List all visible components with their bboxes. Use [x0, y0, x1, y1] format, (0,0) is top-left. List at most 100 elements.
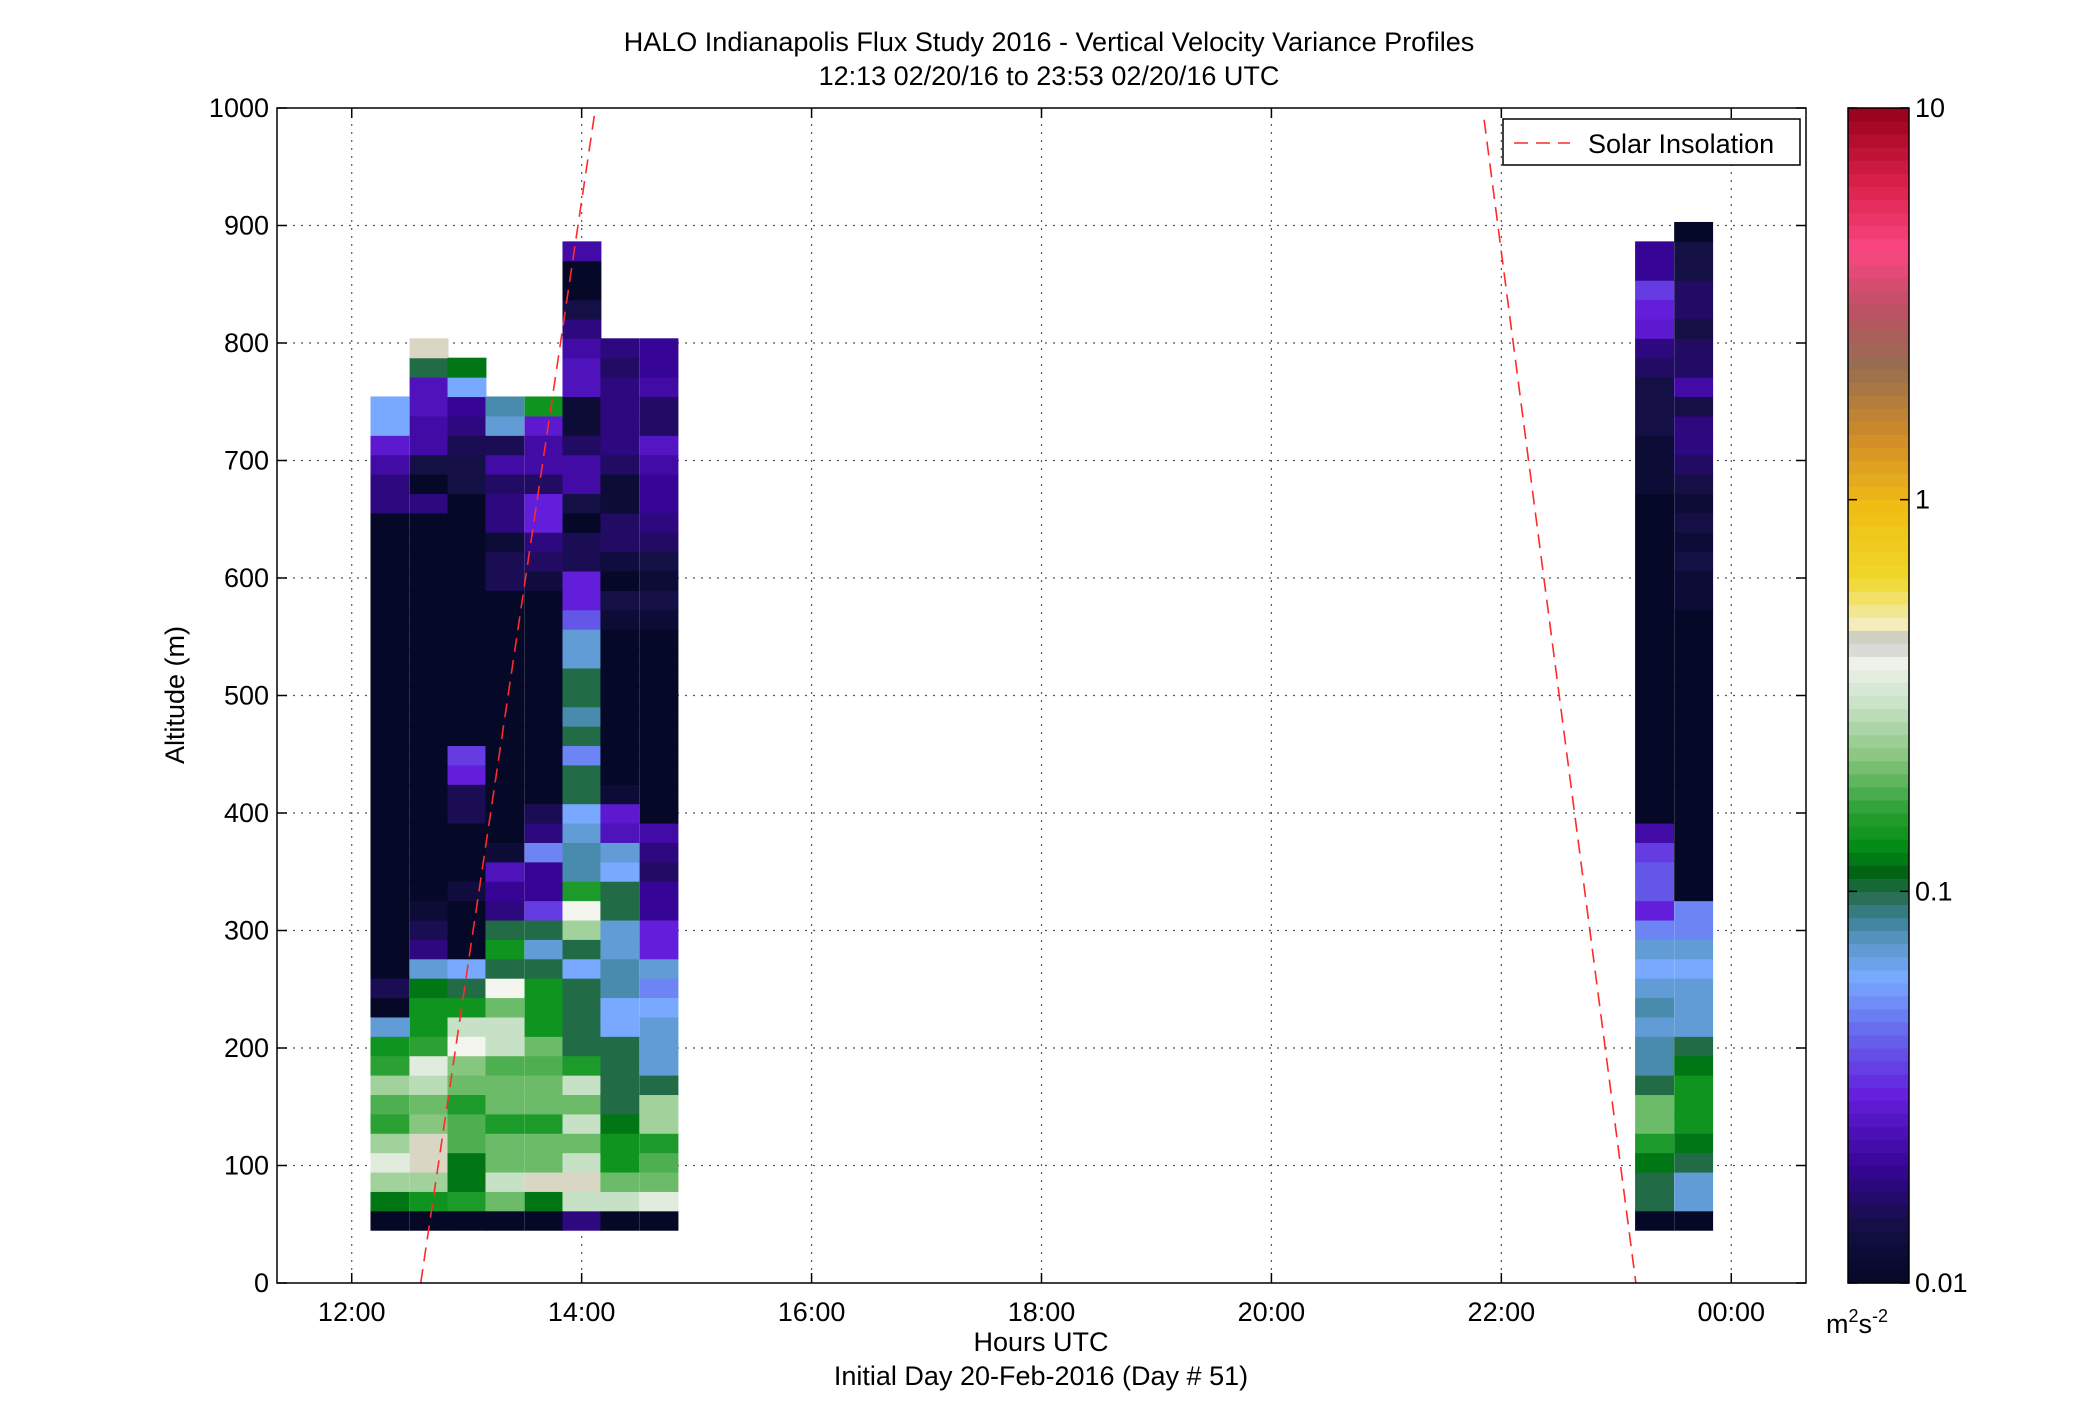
- heatmap-cell: [409, 842, 449, 863]
- colorbar-segment: [1848, 121, 1909, 135]
- colorbar-segment: [1848, 173, 1909, 187]
- heatmap-cell: [639, 900, 679, 921]
- heatmap-cell: [1674, 881, 1714, 902]
- heatmap-cell: [370, 1210, 410, 1231]
- heatmap-cell: [600, 958, 640, 979]
- solar-insolation-line: [1483, 119, 1637, 1284]
- heatmap-cell: [409, 609, 449, 630]
- heatmap-cell: [447, 726, 487, 747]
- colorbar-segment: [1848, 486, 1909, 501]
- heatmap-cell: [639, 551, 679, 572]
- y-axis-label: Altitude (m): [160, 626, 190, 764]
- heatmap-cell: [562, 415, 602, 436]
- colorbar-segment: [1848, 982, 1909, 997]
- heatmap-cell: [562, 667, 602, 688]
- heatmap-cell: [524, 629, 564, 650]
- heatmap-cell: [1674, 784, 1714, 805]
- colorbar-segment: [1848, 969, 1909, 984]
- heatmap-cell: [1635, 978, 1675, 999]
- heatmap-cell: [639, 978, 679, 999]
- colorbar-segment: [1848, 225, 1909, 240]
- heatmap-cell: [524, 1210, 564, 1231]
- heatmap-cell: [485, 570, 525, 591]
- heatmap-cell: [639, 454, 679, 475]
- heatmap-cell: [524, 493, 564, 514]
- heatmap-cell: [562, 1036, 602, 1057]
- heatmap-cell: [485, 1191, 525, 1212]
- heatmap-cell: [1635, 1113, 1675, 1134]
- heatmap-cell: [524, 1191, 564, 1212]
- heatmap-cell: [447, 842, 487, 863]
- heatmap-cell: [1635, 745, 1675, 766]
- heatmap-cell: [600, 1191, 640, 1212]
- heatmap-cell: [370, 745, 410, 766]
- colorbar-segment: [1848, 826, 1909, 840]
- heatmap-cells: [370, 221, 1714, 1231]
- heatmap-cell: [600, 1171, 640, 1192]
- heatmap-cell: [409, 803, 449, 824]
- heatmap-cell: [562, 687, 602, 708]
- heatmap-cell: [562, 803, 602, 824]
- heatmap-cell: [485, 842, 525, 863]
- heatmap-cell: [562, 1016, 602, 1037]
- heatmap-cell: [1635, 784, 1675, 805]
- colorbar-segment: [1848, 799, 1909, 814]
- heatmap-cell: [600, 978, 640, 999]
- colorbar-segment: [1848, 186, 1909, 200]
- heatmap-cell: [370, 474, 410, 494]
- heatmap-cell: [447, 919, 487, 940]
- colorbar-segment: [1848, 160, 1909, 174]
- heatmap-cell: [524, 1113, 564, 1134]
- heatmap-cell: [409, 1075, 449, 1096]
- heatmap-cell: [1674, 822, 1714, 843]
- y-tick-label: 400: [224, 798, 269, 828]
- heatmap-cell: [485, 1016, 525, 1037]
- colorbar-segment: [1848, 1178, 1909, 1193]
- heatmap-cell: [524, 1016, 564, 1037]
- colorbar-segment: [1848, 878, 1909, 892]
- heatmap-cell: [370, 1133, 410, 1154]
- heatmap-cell: [1635, 822, 1675, 843]
- heatmap-cell: [1674, 532, 1714, 553]
- colorbar-segment: [1848, 512, 1909, 527]
- heatmap-cell: [524, 861, 564, 882]
- heatmap-cell: [562, 357, 602, 378]
- heatmap-cell: [639, 958, 679, 979]
- colorbar-segment: [1848, 473, 1909, 488]
- heatmap-cell: [600, 435, 640, 456]
- heatmap-cell: [562, 997, 602, 1018]
- heatmap-cell: [562, 1094, 602, 1115]
- heatmap-cell: [1674, 1113, 1714, 1134]
- heatmap-cell: [370, 881, 410, 902]
- heatmap-cell: [447, 861, 487, 882]
- heatmap-cell: [562, 706, 602, 727]
- colorbar-segment: [1848, 1256, 1909, 1271]
- heatmap-cell: [562, 861, 602, 882]
- heatmap-cell: [485, 590, 525, 611]
- heatmap-cell: [370, 590, 410, 611]
- heatmap-cell: [409, 919, 449, 940]
- heatmap-cell: [1674, 415, 1714, 436]
- colorbar-segment: [1848, 1048, 1909, 1062]
- heatmap-cell: [1635, 1094, 1675, 1115]
- heatmap-cell: [370, 512, 410, 533]
- colorbar-segment: [1848, 734, 1909, 749]
- heatmap-cell: [485, 551, 525, 572]
- heatmap-cell: [1674, 1075, 1714, 1096]
- heatmap-cell: [600, 415, 640, 436]
- heatmap-cell: [409, 551, 449, 572]
- heatmap-cell: [447, 454, 487, 475]
- heatmap-cell: [639, 667, 679, 688]
- heatmap-cell: [1635, 648, 1675, 669]
- heatmap-cell: [1674, 570, 1714, 591]
- colorbar-segment: [1848, 930, 1909, 945]
- heatmap-cell: [447, 1210, 487, 1231]
- heatmap-cell: [600, 474, 640, 494]
- heatmap-cell: [370, 958, 410, 979]
- heatmap-cell: [370, 842, 410, 863]
- heatmap-cell: [409, 1113, 449, 1134]
- heatmap-cell: [370, 919, 410, 940]
- heatmap-cell: [639, 1075, 679, 1096]
- colorbar-segment: [1848, 865, 1909, 879]
- colorbar-unit: m2s-2: [1826, 1306, 1888, 1339]
